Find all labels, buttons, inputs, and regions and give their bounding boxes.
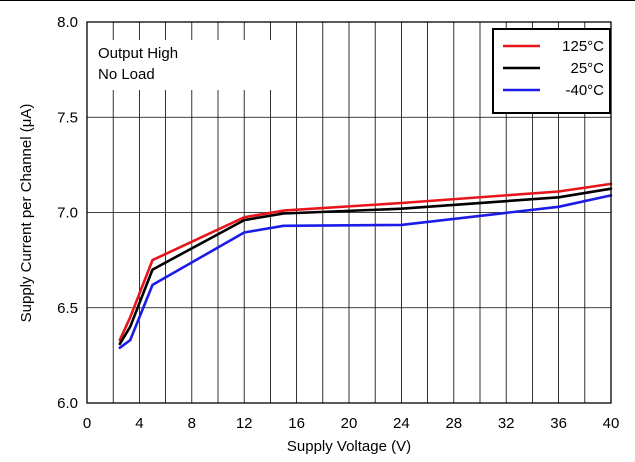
series-line [118, 194, 613, 350]
legend-label: -40°C [565, 82, 604, 99]
series-line [118, 182, 613, 342]
x-tick-label: 16 [288, 415, 305, 432]
x-tick-label: 8 [188, 415, 196, 432]
x-tick-label: 40 [603, 415, 620, 432]
y-tick-label: 8.0 [57, 14, 78, 31]
x-tick-label: 36 [550, 415, 567, 432]
x-tick-label: 32 [498, 415, 515, 432]
x-tick-label: 20 [341, 415, 358, 432]
top-rule [0, 0, 635, 1]
y-tick-label: 7.0 [57, 205, 78, 222]
x-tick-label: 4 [135, 415, 143, 432]
x-axis-label: Supply Voltage (V) [287, 438, 411, 455]
y-axis-label: Supply Current per Channel (μA) [18, 104, 35, 323]
plot-frame [86, 21, 612, 404]
y-tick-labels: 6.0 6.5 7.0 7.5 8.0 [57, 14, 78, 412]
series-layer [118, 182, 613, 350]
y-tick-label: 7.5 [57, 109, 78, 126]
annotation-line-1: Output High [98, 45, 178, 62]
x-tick-label: 12 [236, 415, 253, 432]
x-tick-label: 24 [393, 415, 410, 432]
annotation-line-2: No Load [98, 66, 155, 83]
legend-box [492, 28, 611, 114]
series-line [118, 187, 613, 346]
y-tick-label: 6.0 [57, 395, 78, 412]
x-tick-label: 0 [83, 415, 91, 432]
y-tick-label: 6.5 [57, 300, 78, 317]
legend: 125°C 25°C -40°C [492, 28, 611, 114]
x-tick-labels: 0 4 8 12 16 20 24 28 32 36 40 [83, 415, 620, 432]
legend-label: 25°C [570, 60, 604, 77]
x-tick-label: 28 [445, 415, 462, 432]
annotation-box [96, 40, 272, 90]
legend-label: 125°C [562, 38, 604, 55]
